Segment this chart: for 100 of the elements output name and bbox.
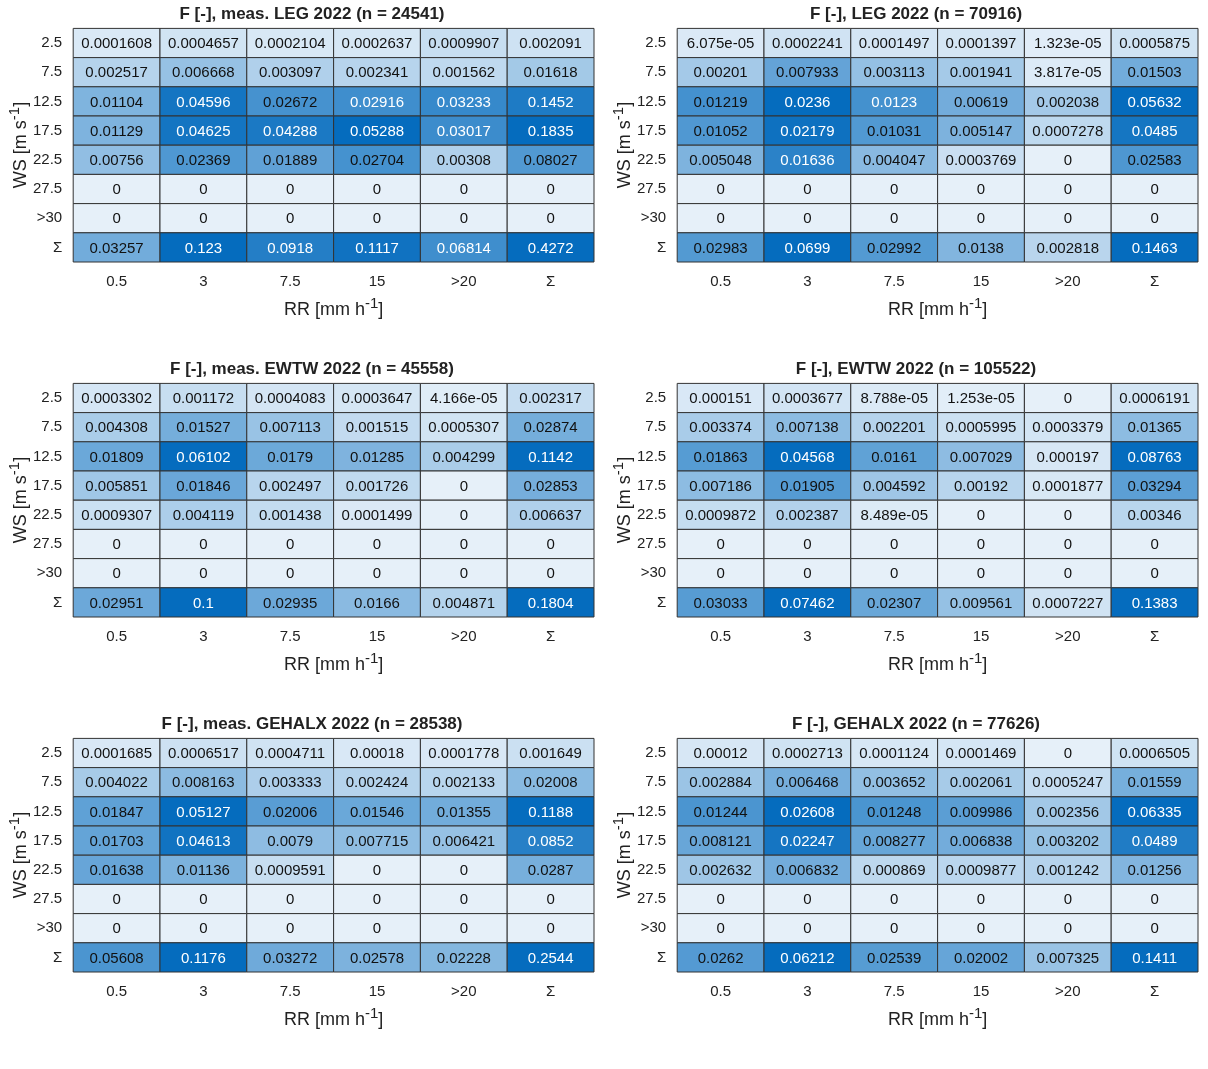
data-label: 0.0001397	[945, 34, 1017, 52]
x-tick-label: 0.5	[710, 982, 732, 1000]
data-label: 0	[1150, 564, 1159, 582]
data-label: 0	[1063, 890, 1072, 908]
data-label: 0.003333	[258, 773, 322, 791]
data-label: 0.0002713	[771, 744, 843, 762]
y-tick-label: >30	[640, 918, 667, 936]
data-label: 0.01863	[693, 447, 748, 465]
data-label: 0	[716, 890, 725, 908]
data-label: 0.03017	[436, 121, 491, 139]
data-label: 0.0485	[1131, 121, 1178, 139]
x-tick-label: 7.5	[883, 272, 905, 290]
data-label: 0.004592	[862, 476, 926, 494]
data-label: 0.002818	[1036, 238, 1100, 256]
data-label: 0.0007278	[1032, 121, 1104, 139]
data-label: 0.01104	[90, 92, 144, 110]
data-label: 0.02002	[953, 948, 1009, 966]
data-label: 0	[112, 919, 121, 937]
data-label: 0	[459, 564, 468, 582]
y-tick-label: 12.5	[32, 446, 63, 464]
chart-title: F [-], GEHALX 2022 (n = 77626)	[792, 713, 1040, 733]
data-label: 0.0001608	[81, 34, 153, 52]
data-label: 0.01052	[693, 121, 748, 139]
y-tick-label: >30	[36, 918, 63, 936]
y-tick-label: Σ	[52, 947, 63, 965]
data-label: 0	[976, 564, 986, 582]
data-label: 0	[459, 209, 468, 227]
data-label: 0	[546, 180, 555, 198]
data-label: 0	[546, 919, 555, 937]
data-label: 0.03294	[1127, 476, 1182, 494]
data-label: 0.006832	[776, 860, 839, 878]
data-label: 0	[286, 564, 295, 582]
data-label: 0.03033	[693, 593, 748, 611]
data-label: 0.003202	[1036, 831, 1100, 849]
data-label: 0	[459, 860, 468, 878]
data-label: 0.1463	[1131, 238, 1178, 256]
data-label: 0.001438	[258, 505, 322, 523]
chart-title: F [-], LEG 2022 (n = 70916)	[809, 3, 1023, 23]
data-label: 0.1176	[181, 948, 226, 966]
data-label: 0.0002104	[254, 34, 326, 52]
data-label: 0.0006505	[1119, 744, 1191, 762]
y-tick-label: 2.5	[41, 743, 63, 761]
data-label: 0.07462	[780, 593, 835, 611]
data-label: 0	[716, 919, 725, 937]
data-label: 0	[459, 919, 468, 937]
data-label: 0	[803, 535, 812, 553]
x-tick-label: 15	[972, 982, 990, 1000]
data-label: 0.02608	[780, 802, 835, 820]
chart-title: F [-], meas. EWTW 2022 (n = 45558)	[170, 358, 454, 378]
data-label: 0	[976, 209, 986, 227]
data-label: 0.007325	[1036, 948, 1100, 966]
y-tick-label: 27.5	[32, 179, 63, 197]
data-label: 0	[890, 180, 899, 198]
data-label: 0.02307	[867, 593, 922, 611]
data-label: 0.009561	[949, 593, 1013, 611]
x-tick-label: Σ	[1149, 982, 1160, 1000]
x-tick-label: 3	[199, 627, 208, 645]
data-label: 0	[1063, 389, 1072, 407]
y-tick-label: 22.5	[636, 149, 667, 167]
x-tick-label: 3	[199, 272, 208, 290]
data-label: 0.007113	[259, 418, 321, 436]
data-label: 0.000151	[689, 389, 752, 407]
y-tick-label: 17.5	[636, 475, 667, 493]
data-label: 0	[286, 209, 295, 227]
data-label: 0.002356	[1036, 802, 1100, 820]
data-label: 0.04613	[176, 831, 231, 849]
data-label: 0	[1063, 744, 1072, 762]
data-label: 0.001726	[345, 476, 409, 494]
data-label: 0.0003379	[1032, 418, 1104, 436]
data-label: 0.003113	[863, 63, 925, 81]
data-label: 0.08027	[523, 150, 578, 168]
y-tick-label: >30	[36, 208, 63, 226]
y-tick-label: Σ	[52, 592, 63, 610]
y-tick-label: >30	[640, 208, 667, 226]
y-tick-label: 27.5	[636, 534, 667, 552]
y-tick-label: 2.5	[41, 388, 63, 406]
y-tick-label: 2.5	[645, 743, 667, 761]
data-label: 0.02853	[523, 476, 578, 494]
data-label: 0.005048	[689, 150, 752, 168]
data-label: 0.007186	[689, 476, 752, 494]
data-label: 0	[890, 535, 899, 553]
y-tick-label: 27.5	[636, 179, 667, 197]
data-label: 0.01847	[89, 802, 144, 820]
data-label: 0.01846	[176, 476, 231, 494]
x-tick-label: Σ	[545, 982, 556, 1000]
y-tick-label: 27.5	[636, 889, 667, 907]
x-tick-label: >20	[451, 272, 477, 290]
x-tick-label: 15	[368, 627, 386, 645]
x-tick-label: 0.5	[106, 272, 128, 290]
data-label: 0.0236	[784, 92, 831, 110]
data-label: 0.0003647	[341, 389, 413, 407]
x-tick-label: 7.5	[883, 627, 905, 645]
data-label: 0.00012	[693, 744, 748, 762]
data-label: 0.006668	[172, 63, 235, 81]
data-label: 0	[890, 564, 899, 582]
y-tick-label: Σ	[52, 237, 63, 255]
data-label: 0	[976, 180, 986, 198]
data-label: 0.05608	[89, 948, 144, 966]
data-label: 0.005851	[85, 476, 148, 494]
data-label: 0.01256	[1127, 860, 1182, 878]
